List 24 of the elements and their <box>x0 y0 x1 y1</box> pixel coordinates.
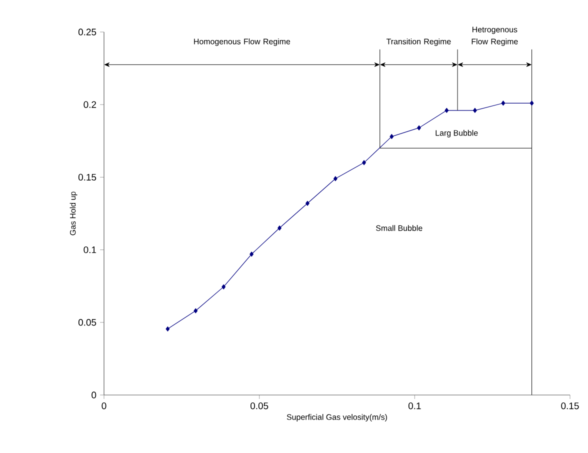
y-tick-label: 0.05 <box>78 319 96 326</box>
point <box>278 226 282 231</box>
point <box>222 284 226 290</box>
point <box>334 176 338 182</box>
point <box>250 252 254 257</box>
point <box>390 134 394 140</box>
point <box>306 200 310 206</box>
point <box>501 100 506 106</box>
point <box>194 308 198 314</box>
x-tick-label: 0.05 <box>250 402 268 410</box>
point <box>166 326 170 332</box>
y-tick-label: 0.15 <box>78 174 96 181</box>
y-tick-label: 0.25 <box>78 28 96 36</box>
y-tick-label: 0 <box>92 392 96 398</box>
point <box>362 160 366 166</box>
point <box>417 125 421 130</box>
y-tick-label: 0.1 <box>84 246 96 254</box>
x-tick-label: 0 <box>102 402 106 410</box>
point <box>472 108 477 113</box>
x-tick-label: 0.15 <box>561 402 579 410</box>
point <box>530 100 534 106</box>
x-tick-label: 0.1 <box>408 402 421 410</box>
point <box>444 108 449 113</box>
y-tick-label: 0.2 <box>84 101 96 108</box>
